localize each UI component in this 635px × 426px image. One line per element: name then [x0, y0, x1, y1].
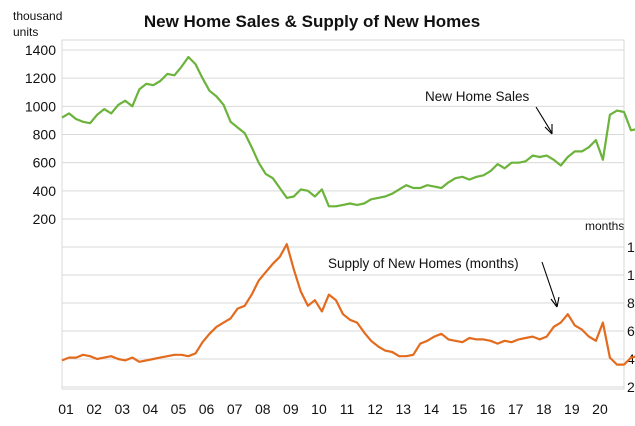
x-tick-label: 07 — [227, 401, 243, 417]
x-tick-label: 12 — [367, 401, 383, 417]
x-tick-label: 01 — [58, 401, 74, 417]
x-tick-label: 19 — [564, 401, 580, 417]
sales-y-tick-label: 600 — [33, 155, 57, 171]
x-tick-label: 18 — [536, 401, 552, 417]
sales-y-tick-label: 200 — [33, 211, 57, 227]
x-tick-label: 05 — [171, 401, 187, 417]
sales-unit-label-line1: thousand — [13, 9, 62, 23]
supply-unit-label: months — [585, 219, 624, 233]
sales-series-line — [61, 55, 635, 208]
chart-title: New Home Sales & Supply of New Homes — [144, 12, 480, 31]
x-tick-label: 04 — [143, 401, 159, 417]
x-tick-label: 02 — [86, 401, 102, 417]
supply-arrow-head — [550, 296, 560, 308]
supply-y-tick-label: 12 — [627, 239, 635, 255]
sales-unit-label-line2: units — [13, 25, 38, 39]
axes: 01 02 03 04 05 06 07 08 09 10 11 12 13 14 15 16 17 18 19 20… — [25, 42, 635, 417]
x-tick-label: 06 — [199, 401, 215, 417]
x-tick-label: 09 — [283, 401, 299, 417]
sales-arrow-head — [544, 124, 553, 135]
supply-annotation: Supply of New Homes (months) — [328, 256, 519, 271]
x-tick-label: 11 — [340, 401, 355, 417]
x-tick-label: 03 — [114, 401, 130, 417]
x-tick-label: 15 — [452, 401, 468, 417]
annotations: New Home Sales Supply of New Homes (month… — [328, 89, 560, 308]
sales-y-tick-label: 1200 — [25, 70, 56, 86]
supply-y-tick-label: 10 — [627, 267, 635, 283]
x-tick-label: 20 — [592, 401, 608, 417]
sales-annotation: New Home Sales — [425, 89, 530, 104]
x-tick-label: 08 — [255, 401, 271, 417]
x-tick-label: 17 — [508, 401, 524, 417]
plot-frame — [61, 39, 625, 390]
x-tick-label: 10 — [311, 401, 327, 417]
gridlines — [61, 39, 625, 390]
x-tick-label: 16 — [480, 401, 496, 417]
sales-arrow-shaft — [535, 106, 553, 134]
sales-y-tick-label: 1000 — [25, 98, 56, 114]
supply-y-tick-label: 8 — [627, 295, 635, 311]
supply-y-tick-label: 2 — [627, 379, 635, 395]
supply-series-line — [61, 243, 635, 366]
supply-y-tick-label: 6 — [627, 323, 635, 339]
sales-y-tick-label: 800 — [33, 127, 57, 143]
x-tick-label: 14 — [424, 401, 440, 417]
supply-arrow-shaft — [541, 261, 558, 307]
series-lines — [61, 55, 635, 366]
sales-y-tick-label: 400 — [33, 183, 57, 199]
x-tick-label: 13 — [395, 401, 411, 417]
sales-y-tick-label: 1400 — [25, 42, 56, 58]
